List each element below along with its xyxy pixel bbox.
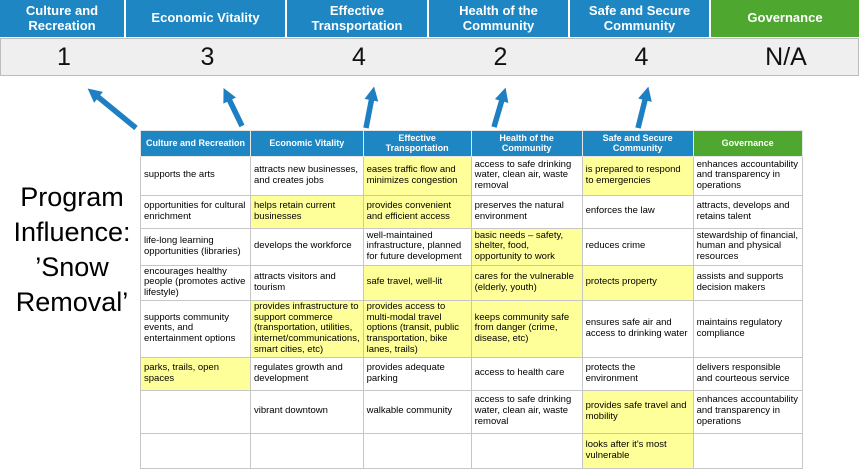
matrix-cell-highlighted: safe travel, well-lit [362,264,472,301]
up-arrow [635,86,652,129]
matrix-cell: access to health care [470,356,583,391]
summary-header: Governance [711,0,859,37]
matrix-cell: supports the arts [140,155,251,196]
matrix-cell-highlighted: provides safe travel and mobility [581,389,694,434]
matrix-header: Economic Vitality [250,130,364,157]
matrix-cell: reduces crime [581,227,694,266]
matrix-cell-highlighted: protects property [581,264,694,301]
summary-score: N/A [765,42,807,71]
summary-score: 4 [352,42,366,71]
matrix-cell: attracts new businesses, and creates job… [250,155,364,196]
matrix-cell-highlighted: parks, trails, open spaces [140,356,251,391]
matrix-cell-highlighted: eases traffic flow and minimizes congest… [362,155,472,196]
score-arrows [87,86,652,131]
summary-header: Economic Vitality [126,0,287,37]
matrix-cell: enforces the law [581,194,694,229]
matrix-cell-highlighted: provides convenient and efficient access [362,194,472,229]
matrix-cell: encourages healthy people (promotes acti… [140,264,251,301]
matrix-header: Culture and Recreation [140,130,251,157]
summary-header: Culture and Recreation [0,0,126,37]
matrix-cell: access to safe drinking water, clean air… [470,389,583,434]
matrix-cell: enhances accountability and transparency… [692,389,803,434]
matrix-cell [140,432,251,469]
up-arrow [491,87,509,128]
matrix-cell-highlighted: helps retain current businesses [250,194,364,229]
matrix-header: Safe and Secure Community [581,130,694,157]
matrix-cell: attracts visitors and tourism [250,264,364,301]
summary-score: 4 [634,42,649,71]
matrix-cell [470,432,583,469]
matrix-row: supports the arts attracts new businesses… [140,155,803,196]
summary-header: Health of the Community [429,0,570,37]
matrix-cell: develops the workforce [250,227,364,266]
up-arrow [223,87,245,128]
matrix-cell: enhances accountability and transparency… [692,155,803,196]
page-title: Program Influence: ’Snow Removal’ [13,182,131,318]
matrix-cell [250,432,364,469]
summary-score: 3 [200,42,215,71]
matrix-cell: walkable community [362,389,472,434]
matrix-row: vibrant downtown walkable community access… [140,389,803,434]
matrix-row: parks, trails, open spaces regulates grow… [140,356,803,391]
matrix-cell: vibrant downtown [250,389,364,434]
matrix-cell: life-long learning opportunities (librar… [140,227,251,266]
matrix-cell-highlighted: is prepared to respond to emergencies [581,155,694,196]
matrix-header: Effective Transportation [362,130,472,157]
matrix-header: Governance [692,130,803,157]
matrix-cell: delivers responsible and courteous servi… [692,356,803,391]
matrix-cell-highlighted: looks after it's most vulnerable [581,432,694,469]
up-arrow [363,86,379,129]
summary-score-row: 1 3 4 2 4 N/A [0,38,859,76]
matrix-cell [362,432,472,469]
matrix-cell-highlighted: cares for the vulnerable (elderly, youth… [470,264,583,301]
matrix-cell: maintains regulatory compliance [692,299,803,358]
matrix-cell: assists and supports decision makers [692,264,803,301]
matrix-cell: regulates growth and development [250,356,364,391]
matrix-cell [140,389,251,434]
summary-score: 1 [57,42,71,71]
matrix-row: supports community events, and entertain… [140,299,803,358]
matrix-cell-highlighted: provides infrastructure to support comme… [250,299,364,358]
matrix-cell-highlighted: keeps community safe from danger (crime,… [470,299,583,358]
matrix-cell: protects the environment [581,356,694,391]
matrix-cell [692,432,803,469]
summary-score: 2 [493,42,508,71]
matrix-cell: stewardship of financial, human and phys… [692,227,803,266]
summary-header: Effective Transportation [287,0,429,37]
matrix-row: encourages healthy people (promotes acti… [140,264,803,301]
summary-header-row: Culture and Recreation Economic Vitality E… [0,0,859,37]
matrix-cell: opportunities for cultural enrichment [140,194,251,229]
matrix-cell: preserves the natural environment [470,194,583,229]
influence-matrix: Culture and Recreation Economic Vitality E… [140,130,803,469]
matrix-header: Health of the Community [470,130,583,157]
matrix-cell: supports community events, and entertain… [140,299,251,358]
matrix-row: life-long learning opportunities (librar… [140,227,803,266]
matrix-row: opportunities for cultural enrichment hel… [140,194,803,229]
matrix-cell: ensures safe air and access to drinking … [581,299,694,358]
matrix-cell-highlighted: basic needs – safety, shelter, food, opp… [470,227,583,266]
matrix-cell: attracts, develops and retains talent [692,194,803,229]
summary-header: Safe and Secure Community [570,0,711,37]
matrix-cell-highlighted: provides access to multi-modal travel op… [362,299,472,358]
matrix-cell: provides adequate parking [362,356,472,391]
matrix-cell: well-maintained infrastructure, planned … [362,227,472,266]
matrix-row: looks after it's most vulnerable [140,432,803,469]
matrix-cell: access to safe drinking water, clean air… [470,155,583,196]
up-arrow [87,88,138,131]
